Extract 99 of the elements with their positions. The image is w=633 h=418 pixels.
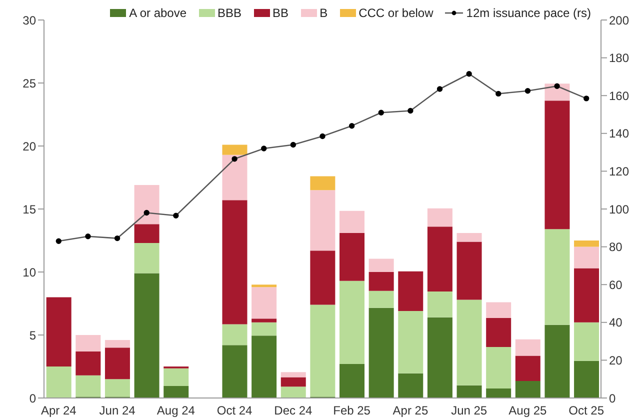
bar — [574, 322, 600, 361]
bar — [222, 144, 248, 155]
y-tick-label: 10 — [22, 265, 36, 280]
x-tick-label: Dec 24 — [274, 404, 313, 418]
bar — [164, 386, 189, 398]
bar — [427, 292, 452, 318]
y-tick-label: 5 — [29, 328, 36, 342]
bar — [340, 280, 365, 364]
bar — [280, 377, 306, 387]
x-tick-label: Feb 25 — [333, 404, 371, 418]
bar — [544, 100, 570, 230]
bar — [486, 388, 512, 398]
x-tick-label: Aug 25 — [508, 404, 548, 418]
bar — [46, 366, 72, 398]
bar — [427, 226, 452, 292]
bar — [544, 229, 570, 325]
bar — [134, 185, 160, 224]
y-tick-label: 25 — [22, 76, 36, 90]
legend-label: B — [320, 6, 328, 20]
x-tick-label: Oct 24 — [216, 404, 253, 418]
bar — [76, 375, 101, 397]
bar — [222, 324, 248, 346]
bar — [574, 268, 600, 322]
bar — [544, 324, 570, 398]
bar — [340, 232, 365, 281]
y2-tick-label: 200 — [609, 13, 630, 28]
bar — [104, 340, 130, 348]
x-tick-label: Oct 25 — [568, 404, 604, 418]
x-tick-label: Apr 24 — [40, 404, 77, 418]
bar — [310, 176, 336, 190]
bar — [574, 360, 600, 398]
bar — [134, 273, 160, 398]
bar — [340, 364, 365, 398]
bar — [368, 308, 394, 398]
bar — [46, 297, 72, 366]
y2-tick-label: 60 — [609, 278, 623, 292]
bar — [486, 302, 512, 318]
bar — [427, 317, 452, 398]
bar — [280, 372, 306, 378]
y2-tick-label: 120 — [609, 164, 630, 178]
bar — [368, 290, 394, 308]
x-tick-label: Jun 25 — [451, 404, 488, 418]
bar — [104, 348, 130, 380]
x-tick-label: Apr 25 — [392, 404, 428, 418]
y2-tick-label: 180 — [609, 51, 630, 66]
bar — [134, 243, 160, 274]
bar — [310, 250, 336, 305]
bar — [164, 368, 189, 386]
bar — [515, 339, 540, 356]
bar — [252, 336, 277, 398]
y2-tick-label: 40 — [609, 316, 623, 330]
bar — [134, 224, 160, 244]
y2-tick-label: 140 — [609, 126, 630, 141]
y2-tick-label: 20 — [609, 353, 623, 368]
bar — [456, 232, 482, 242]
bar — [574, 246, 600, 268]
bar — [222, 154, 248, 200]
bar — [368, 272, 394, 291]
bar — [486, 318, 512, 347]
bar — [427, 208, 452, 227]
bar — [368, 258, 394, 272]
bar — [574, 240, 600, 247]
bar — [456, 385, 482, 398]
bar — [252, 318, 277, 322]
y2-tick-label: 100 — [609, 202, 630, 216]
bar — [486, 346, 512, 389]
bar — [456, 242, 482, 300]
bar — [104, 379, 130, 397]
x-tick-label: Jun 24 — [99, 404, 136, 418]
y-tick-label: 0 — [29, 391, 36, 406]
bar — [340, 210, 365, 233]
legend-label: A or above — [129, 6, 187, 20]
y2-tick-label: 160 — [609, 88, 630, 103]
y-tick-label: 15 — [22, 202, 36, 216]
bar — [398, 271, 424, 312]
y-tick-label: 30 — [22, 13, 36, 28]
bar — [398, 373, 424, 398]
bar — [280, 386, 306, 398]
y2-tick-label: 0 — [609, 391, 616, 406]
bar — [252, 322, 277, 336]
y-tick-label: 20 — [22, 139, 36, 154]
bar — [222, 200, 248, 324]
bar — [515, 356, 540, 381]
bar — [76, 351, 101, 376]
bar — [222, 345, 248, 398]
bar — [310, 304, 336, 397]
legend-label: CCC or below — [358, 6, 434, 20]
bar — [398, 311, 424, 374]
y2-tick-label: 80 — [609, 240, 623, 254]
bar — [515, 380, 540, 398]
legend-label: BB — [272, 6, 289, 20]
bar — [456, 300, 482, 386]
x-tick-label: Aug 24 — [156, 404, 196, 418]
bar — [310, 190, 336, 251]
legend-label: 12m issuance pace (rs) — [466, 6, 591, 20]
bar — [252, 284, 277, 288]
bar — [76, 335, 101, 352]
bar — [252, 287, 277, 319]
legend-label: BBB — [218, 6, 242, 20]
